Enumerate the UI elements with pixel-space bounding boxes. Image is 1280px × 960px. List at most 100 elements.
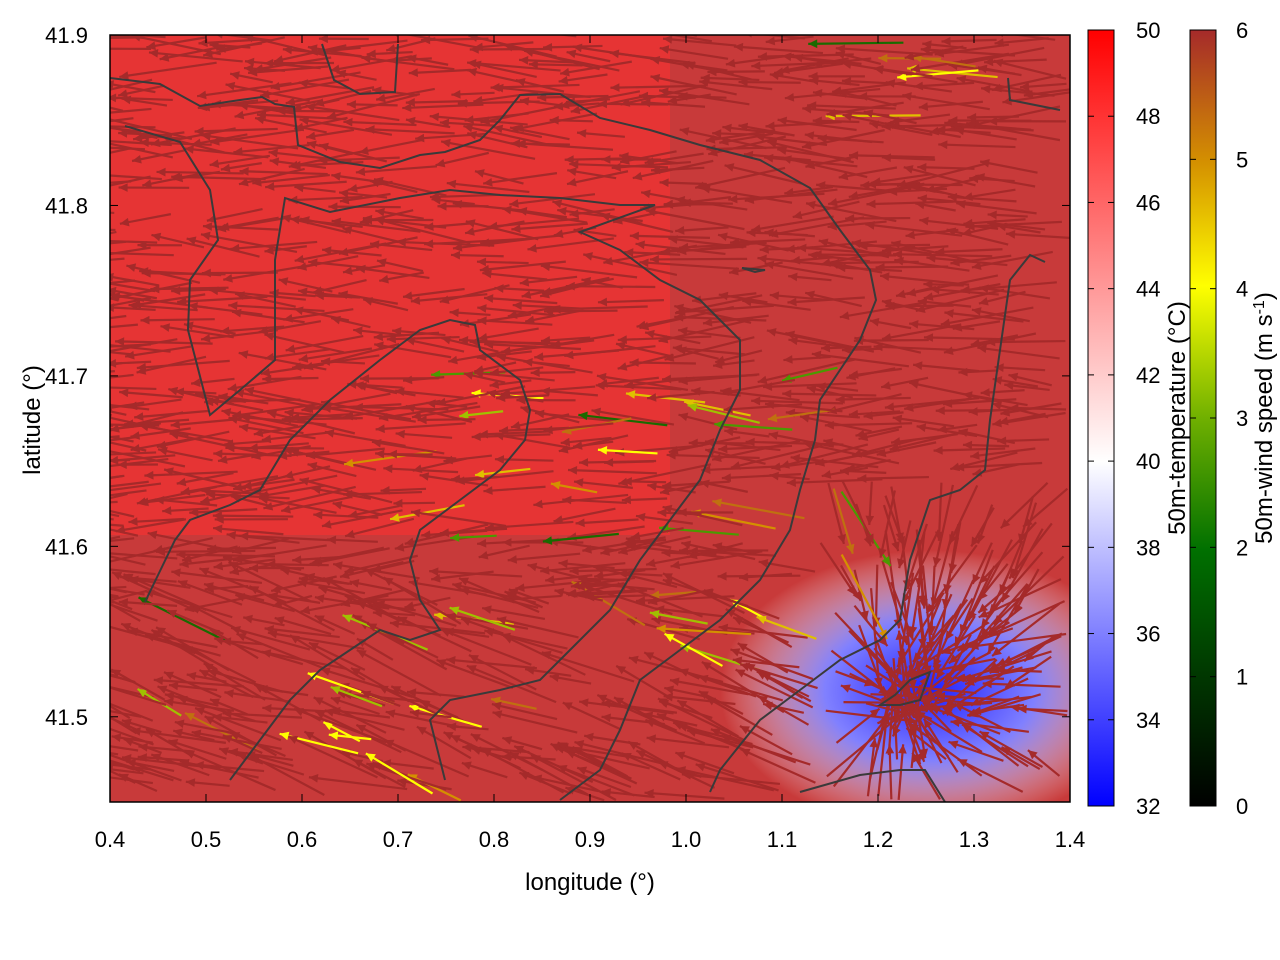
wind-vector-head (738, 122, 749, 132)
wind-vector (470, 733, 543, 771)
wind-vector (879, 490, 896, 558)
wind-vector-head (490, 83, 500, 92)
wind-vector-head (675, 751, 686, 760)
wind-vector-head (342, 690, 352, 700)
wind-vector-head (764, 260, 775, 270)
wind-vector-head (131, 299, 142, 309)
wind-vector-head (73, 325, 82, 334)
wind-vector-head (151, 232, 162, 242)
wind-vector (169, 432, 267, 456)
wind-vector-head (897, 558, 906, 569)
wind-vector-head (764, 228, 774, 238)
wind-vector-head (260, 368, 271, 377)
wind-vector (649, 257, 748, 261)
wind-vector (429, 193, 501, 199)
wind-vector (730, 444, 823, 469)
wind-vector-head (902, 92, 912, 101)
wind-vector (290, 413, 354, 419)
wind-vector-head (695, 762, 706, 772)
wind-vector-head (562, 702, 573, 711)
wind-vector (326, 92, 421, 119)
wind-vector-head (913, 754, 922, 765)
wind-vector-head (297, 578, 308, 588)
wind-vector-head (766, 327, 777, 337)
wind-vector-head (832, 86, 842, 95)
wind-vector-head (807, 101, 817, 110)
wind-vector (896, 162, 986, 188)
wind-vector (854, 336, 922, 354)
wind-vector-head (732, 656, 743, 666)
wind-vector (480, 105, 560, 124)
wind-vector (419, 474, 489, 487)
wind-vector-head (139, 131, 150, 141)
wind-vector-head (768, 431, 779, 440)
x-tick-label: 0.7 (383, 827, 414, 852)
wind-vector (501, 207, 588, 224)
wind-vector (938, 143, 1016, 149)
wind-vector (781, 366, 838, 382)
wind-vector (755, 135, 828, 146)
wind-vector-head (463, 123, 474, 133)
wind-vector (721, 472, 802, 480)
wind-vector-head (948, 740, 959, 749)
wind-vector-head (841, 76, 852, 86)
wind-vector-head (579, 458, 589, 467)
wind-vector-head (478, 333, 488, 342)
wind-vector (131, 293, 206, 307)
wind-vector (724, 164, 803, 185)
wind-vector-head (213, 449, 223, 459)
wind-vector-head (392, 326, 402, 336)
wind-vector-head (360, 374, 370, 383)
wind-vector (389, 504, 465, 521)
wind-vector (189, 508, 258, 514)
wind-vector-head (545, 575, 555, 584)
x-axis: 0.4 0.5 0.6 0.7 0.8 0.9 1.0 1.1 1.2 1.3 1.4 (95, 35, 1085, 852)
wind-vector-head (621, 538, 631, 548)
wind-vector (835, 396, 911, 401)
wind-vector-head (629, 358, 639, 367)
wind-vector-head (902, 579, 912, 590)
wind-vector-head (922, 40, 932, 49)
wind-vector-head (168, 386, 179, 396)
x-tick-label: 1.0 (671, 827, 702, 852)
wind-vector-head (342, 266, 353, 276)
wind-vector (572, 745, 628, 778)
wind-vector (290, 217, 363, 229)
wind-vector (537, 94, 609, 99)
wind-vector (838, 166, 898, 179)
wind-vector-head (174, 719, 185, 729)
wind-vector (160, 325, 234, 339)
contour-line (709, 253, 1046, 793)
wind-vector-head (459, 335, 469, 345)
wind-vector-head (730, 461, 741, 470)
wind-vector-head (858, 241, 868, 251)
wind-vector-head (119, 388, 129, 398)
temp-tick-label: 34 (1136, 708, 1160, 733)
wind-vector-head (565, 786, 576, 795)
wind-vector-head (177, 695, 188, 705)
wind-vector (834, 611, 896, 678)
wind-vector-head (366, 49, 376, 59)
wind-vector-head (835, 395, 845, 404)
wind-vector-head (927, 625, 937, 636)
wind-vector-head (195, 390, 205, 400)
wind-vector-head (298, 287, 308, 297)
wind-vector-head (992, 401, 1003, 410)
wind-vector-head (60, 517, 69, 526)
wind-vector (280, 495, 353, 513)
wind-vector-head (971, 536, 980, 547)
wind-vector (501, 339, 595, 353)
wind-vector (468, 35, 557, 58)
wind-vector-head (566, 49, 577, 59)
wind-vector-head (845, 214, 855, 223)
wind-vector-head (136, 366, 147, 375)
wind-vector-head (424, 239, 434, 249)
wind-vector-head (238, 350, 249, 359)
wind-vector-head (618, 546, 629, 556)
wind-vector (367, 598, 423, 602)
wind-vector-head (348, 183, 358, 193)
wind-vector (646, 390, 715, 400)
wind-vector-head (869, 317, 880, 327)
wind-vector-head (888, 187, 898, 196)
wind-vector (311, 487, 372, 500)
